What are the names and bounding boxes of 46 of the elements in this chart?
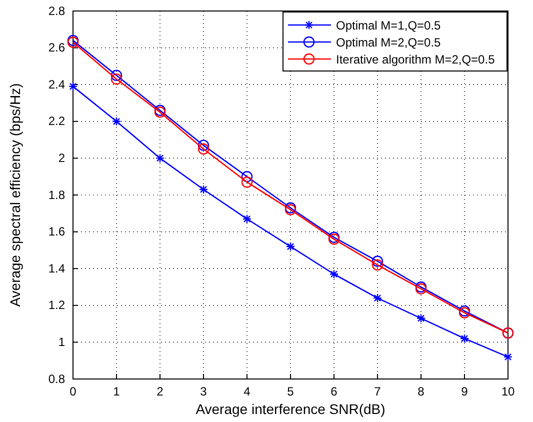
point xyxy=(68,82,78,92)
x-axis-title: Average interference SNR(dB) xyxy=(196,401,386,417)
x-tick-label: 9 xyxy=(461,384,468,399)
point xyxy=(241,171,253,182)
y-tick-label: 1.6 xyxy=(48,224,66,239)
x-tick-label: 3 xyxy=(200,384,208,399)
point xyxy=(503,352,513,362)
y-tick-label: 2.4 xyxy=(48,77,66,92)
point xyxy=(198,184,208,194)
point xyxy=(112,116,122,126)
y-tick-label: 1 xyxy=(58,335,66,350)
point xyxy=(286,242,296,252)
y-tick-label: 2.6 xyxy=(48,40,66,55)
point xyxy=(198,140,210,151)
y-tick-label: 0.8 xyxy=(48,372,66,386)
x-tick-label: 8 xyxy=(418,384,425,399)
legend-label: Optimal M=2,Q=0.5 xyxy=(336,36,442,50)
y-tick-label: 2.2 xyxy=(48,114,66,128)
point xyxy=(242,214,252,224)
point xyxy=(372,259,384,271)
point xyxy=(416,314,426,323)
point xyxy=(241,176,253,188)
point xyxy=(372,293,382,303)
x-tick-label: 5 xyxy=(287,384,294,399)
point xyxy=(198,143,210,155)
legend-label: Iterative algorithm M=2,Q=0.5 xyxy=(336,52,496,66)
x-tick-label: 6 xyxy=(330,384,338,399)
y-tick-label: 1.4 xyxy=(48,261,66,276)
y-tick-label: 2 xyxy=(58,151,66,166)
x-tick-label: 1 xyxy=(113,384,120,399)
point xyxy=(155,154,165,163)
x-tick-label: 7 xyxy=(374,384,382,399)
point xyxy=(110,73,122,85)
point xyxy=(110,70,122,81)
x-tick-label: 2 xyxy=(156,384,164,399)
x-tick-label: 10 xyxy=(501,384,515,399)
point xyxy=(372,256,384,267)
x-tick-label: 0 xyxy=(70,384,77,399)
y-tick-label: 1.2 xyxy=(48,298,66,312)
y-axis-title: Average spectral efficiency (bps/Hz) xyxy=(7,83,23,307)
y-tick-label: 1.8 xyxy=(48,188,66,202)
point xyxy=(329,270,339,279)
y-tick-label: 2.8 xyxy=(48,4,66,18)
point xyxy=(460,334,470,344)
legend-label: Optimal M=1,Q=0.5 xyxy=(336,18,442,32)
x-tick-label: 4 xyxy=(244,384,251,399)
